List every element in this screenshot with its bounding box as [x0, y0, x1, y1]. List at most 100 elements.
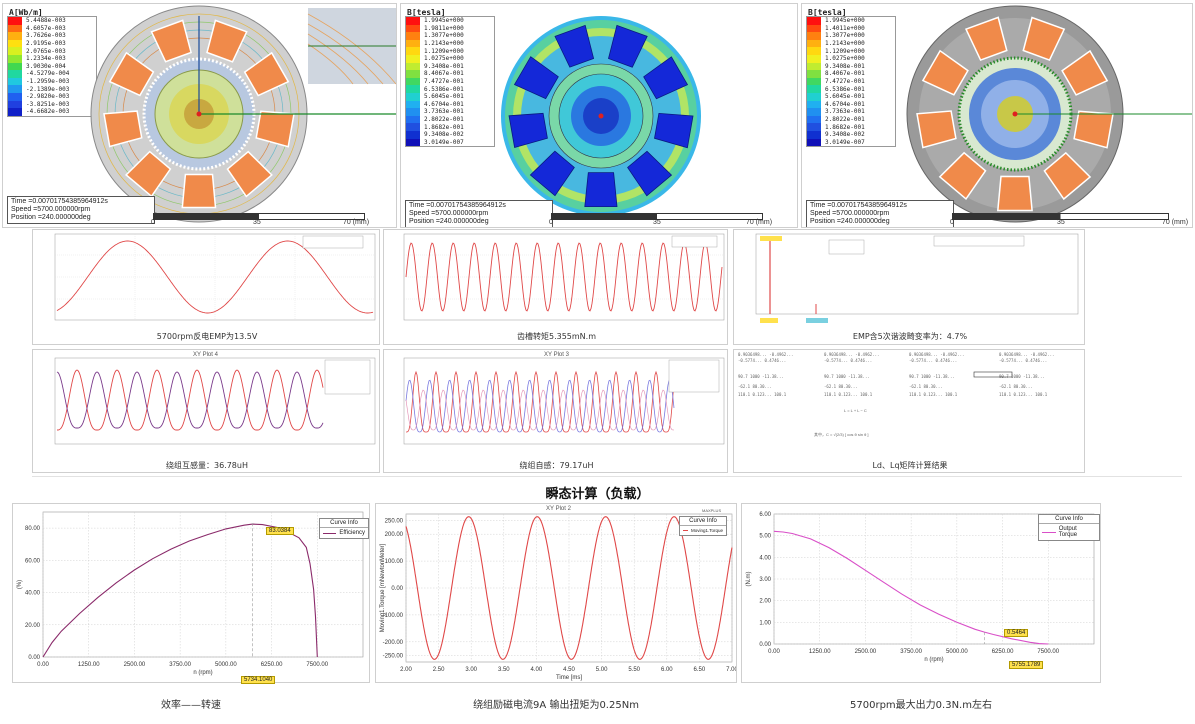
- legend-value: 5.4488e-003: [26, 17, 66, 25]
- x-tick-label: 2500.00: [855, 649, 877, 655]
- scale-label-0: 0: [549, 219, 553, 226]
- legend-swatch: [406, 70, 420, 78]
- legend-row: 1.0275e+000: [807, 54, 895, 63]
- legend-swatch: [323, 532, 337, 534]
- legend-swatch: [807, 39, 821, 48]
- legend-label: Efficiency: [339, 530, 365, 536]
- x-tick-label: 2500.00: [124, 662, 146, 668]
- magnet-slot: [627, 150, 673, 197]
- color-legend: 5.4488e-003 4.6057e-003 3.7626e-003 2.9195e…: [7, 16, 97, 117]
- fem-unit-label: B[tesla]: [808, 8, 847, 17]
- svg-text:0.9036498... -0.4962...: 0.9036498... -0.4962...: [909, 352, 964, 357]
- legend-value: 7.4727e-001: [424, 78, 464, 86]
- scale-label-70: 70 (mm): [1162, 219, 1189, 226]
- svg-text:90.7 1000 -11.38...: 90.7 1000 -11.38...: [824, 374, 870, 379]
- legend-row: 1.3077e+000: [406, 32, 494, 40]
- legend-value: 1.2143e+000: [825, 40, 865, 48]
- legend-swatch: [807, 47, 821, 55]
- legend-row: 4.6704e-001: [406, 100, 494, 109]
- x-axis-label: n (rpm): [924, 657, 943, 663]
- legend-label: Output Torque: [1058, 526, 1078, 538]
- scale-bar: [551, 213, 763, 220]
- x-tick-label: 4.50: [563, 667, 575, 673]
- y-tick-label: -100.00: [383, 613, 404, 619]
- magnet-slot: [513, 56, 559, 100]
- fem-plot-flux-vectors: B[tesla] 1.9945e+000 1.4011e+000 1.3077e+0…: [801, 3, 1193, 228]
- ld-lq-matrix-table: 0.9036498... -0.4962... 0.9036498... -0.4…: [738, 352, 1054, 437]
- legend-swatch: [406, 108, 420, 116]
- legend-row: 2.8022e-001: [807, 115, 895, 124]
- legend-title: Curve Info: [320, 519, 368, 528]
- curve-info-legend: Curve Info Output Torque: [1038, 514, 1100, 541]
- legend-swatch: [8, 24, 22, 33]
- legend-swatch: [406, 92, 420, 101]
- legend-swatch: [406, 77, 420, 86]
- info-time: Time =0.00701754385964912s: [810, 202, 907, 209]
- legend-swatch: [8, 47, 22, 55]
- magnet-slot: [243, 51, 290, 97]
- legend-row: 9.3408e-001: [406, 62, 494, 71]
- legend-value: 3.7363e-001: [825, 108, 865, 116]
- y-tick-label: 5.00: [759, 534, 771, 540]
- legend-value: -2.9820e-003: [26, 93, 70, 101]
- magnet-slot: [103, 110, 143, 148]
- color-legend: 1.9945e+000 1.9811e+000 1.3077e+000 1.2143e…: [405, 16, 495, 148]
- legend-value: 1.0275e+000: [424, 55, 464, 63]
- svg-text:-62.1 80.30...: -62.1 80.30...: [909, 384, 943, 389]
- mutual-ind-caption: 绕组自感：79.17uH: [519, 461, 594, 470]
- section-title: 瞬态计算（负载）: [545, 487, 650, 502]
- legend-swatch: [807, 138, 821, 147]
- y-tick-label: 1.00: [759, 620, 771, 626]
- legend-row: 4.6057e-003: [8, 24, 96, 33]
- cogging-torque-plot: [403, 233, 725, 321]
- legend-value: 1.9811e+000: [424, 24, 464, 32]
- legend-row: 2.9195e-003: [8, 39, 96, 48]
- legend-swatch: [8, 62, 22, 71]
- x-tick-label: 7500.00: [306, 662, 328, 668]
- legend-value: 4.6057e-003: [26, 24, 66, 32]
- x-tick-label: 0.00: [768, 649, 780, 655]
- legend-swatch: [406, 100, 420, 109]
- legend-value: 1.3077e+000: [825, 32, 865, 40]
- svg-text:90.7 1000 -11.38...: 90.7 1000 -11.38...: [999, 374, 1045, 379]
- legend-value: 1.8682e-001: [424, 123, 464, 131]
- mutual-inductance-plot: [403, 357, 725, 445]
- legend-value: -4.6682e-003: [26, 108, 70, 116]
- legend-row: 3.0149e-007: [406, 138, 494, 147]
- legend-swatch: [406, 17, 420, 25]
- legend-value: 3.7363e-001: [424, 108, 464, 116]
- x-tick-label: 1250.00: [78, 662, 100, 668]
- y-tick-label: -250.00: [383, 653, 404, 659]
- legend-value: 2.8022e-001: [424, 116, 464, 124]
- sim-info-box: Time =0.00701754385964912s Speed =5700.0…: [806, 200, 954, 227]
- marker-y-value: 0.5464: [1004, 629, 1029, 637]
- legend-swatch: [406, 47, 420, 55]
- torque-series-line: [405, 516, 733, 660]
- legend-value: 1.3077e+000: [424, 32, 464, 40]
- legend-swatch: [406, 115, 420, 124]
- legend-row: 9.3408e-001: [807, 62, 895, 71]
- emf-harmonic-plot: [755, 233, 1079, 323]
- scale-label-70: 70 (mm): [746, 219, 773, 226]
- y-tick-label: 40.00: [25, 591, 41, 597]
- legend-value: -2.1389e-003: [26, 85, 70, 93]
- legend-swatch: [807, 24, 821, 33]
- magnet-slot: [964, 16, 1008, 62]
- legend-row: 1.3077e+000: [807, 32, 895, 40]
- cogging-torque-panel: 齿槽转矩5.355mN.m: [383, 229, 728, 345]
- svg-text:-62.1 80.30...: -62.1 80.30...: [738, 384, 772, 389]
- info-position: Position =240.000000deg: [810, 218, 890, 225]
- legend-value: 5.6045e-001: [825, 93, 865, 101]
- legend-value: 1.9945e+000: [825, 17, 865, 25]
- legend-swatch: [807, 77, 821, 86]
- y-tick-label: 200.00: [385, 532, 404, 538]
- legend-swatch: [406, 54, 420, 63]
- legend-value: 4.6704e-001: [424, 100, 464, 108]
- legend-value: 5.6045e-001: [424, 93, 464, 101]
- efficiency-chart-panel: 0.00 1250.00 2500.00 3750.00 5000.00 6250.00 7…: [12, 503, 370, 683]
- legend-value: 1.1209e+000: [825, 47, 865, 55]
- x-tick-label: 3750.00: [900, 649, 922, 655]
- legend-row: 9.3408e-002: [807, 130, 895, 139]
- motor-flux-density-image: [501, 16, 701, 216]
- x-tick-label: 6.00: [661, 667, 673, 673]
